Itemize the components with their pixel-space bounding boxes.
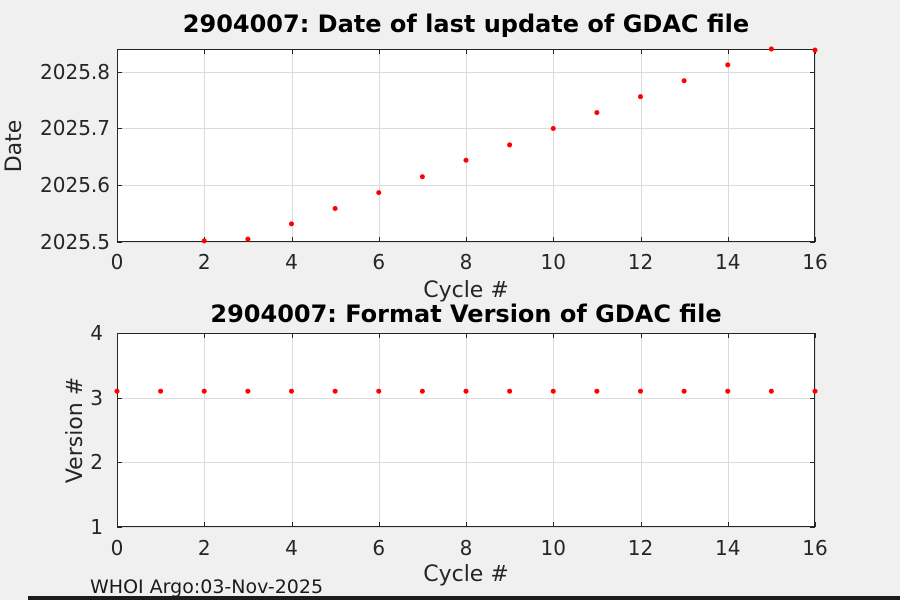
data-point — [376, 190, 382, 196]
y-axis-label: Version # — [63, 376, 88, 484]
data-point — [332, 388, 338, 394]
data-point — [332, 206, 338, 212]
data-point — [638, 388, 643, 394]
data-point — [376, 388, 382, 394]
x-tick-label: 0 — [110, 250, 124, 274]
data-point — [158, 388, 164, 394]
plot-canvas — [117, 46, 818, 244]
x-tick-label: 2 — [197, 536, 211, 560]
y-tick-label: 1 — [90, 515, 103, 539]
plot-title: 2904007: Format Version of GDAC file — [210, 300, 722, 328]
data-point — [201, 388, 207, 394]
data-points — [201, 46, 818, 244]
y-tick-label: 2 — [90, 450, 103, 475]
x-tick-label: 6 — [372, 250, 386, 274]
x-tick-label: 8 — [459, 536, 473, 560]
y-tick-label: 2025.6 — [40, 173, 110, 198]
data-point — [245, 236, 251, 242]
x-tick-label: 14 — [715, 250, 741, 274]
grid-lines — [117, 49, 816, 243]
data-point — [201, 238, 207, 244]
data-point — [681, 388, 687, 394]
x-axis-label: Cycle # — [423, 562, 509, 587]
data-point — [768, 46, 774, 52]
y-tick-label: 2025.7 — [40, 116, 110, 141]
x-tick-label: 10 — [540, 250, 566, 274]
y-tick-label: 2025.5 — [40, 230, 110, 254]
x-tick-label: 6 — [372, 536, 386, 560]
data-point — [768, 388, 774, 394]
x-tick-label: 16 — [802, 250, 828, 274]
y-tick-label: 2025.8 — [40, 59, 110, 84]
data-points — [114, 388, 818, 394]
data-point — [419, 388, 425, 394]
data-point — [725, 388, 731, 394]
data-point — [289, 221, 294, 227]
data-point — [463, 388, 469, 394]
y-tick-label: 3 — [90, 385, 103, 410]
x-tick-label: 12 — [627, 536, 654, 560]
window-bottom-edge — [28, 596, 900, 600]
y-tick-label: 4 — [90, 321, 103, 345]
plot-title: 2904007: Date of last update of GDAC fil… — [182, 10, 750, 38]
data-point — [681, 78, 687, 84]
data-point — [507, 142, 513, 148]
data-point — [507, 388, 513, 394]
data-point — [245, 388, 251, 394]
data-point — [550, 388, 556, 394]
x-tick-label: 4 — [285, 250, 298, 274]
data-point — [463, 157, 469, 163]
x-tick-label: 16 — [802, 536, 828, 560]
data-point — [812, 47, 818, 53]
x-tick-label: 4 — [285, 536, 298, 560]
x-tick-label: 0 — [110, 536, 124, 560]
data-point — [638, 94, 643, 100]
plot-canvas — [114, 333, 818, 528]
x-axis-label: Cycle # — [423, 278, 509, 303]
watermark-text: WHOI Argo:03-Nov-2025 — [90, 576, 324, 598]
data-point — [289, 388, 294, 394]
x-tick-label: 2 — [197, 250, 211, 274]
x-tick-label: 14 — [715, 536, 741, 560]
data-point — [812, 388, 818, 394]
x-tick-label: 8 — [459, 250, 473, 274]
axis-tick-marks — [117, 333, 816, 528]
data-point — [594, 110, 600, 116]
data-point — [725, 62, 731, 68]
data-point — [550, 125, 556, 131]
data-point — [594, 388, 600, 394]
data-point — [114, 388, 120, 394]
data-point — [419, 174, 425, 180]
x-tick-label: 10 — [540, 536, 566, 560]
x-tick-label: 12 — [627, 250, 654, 274]
